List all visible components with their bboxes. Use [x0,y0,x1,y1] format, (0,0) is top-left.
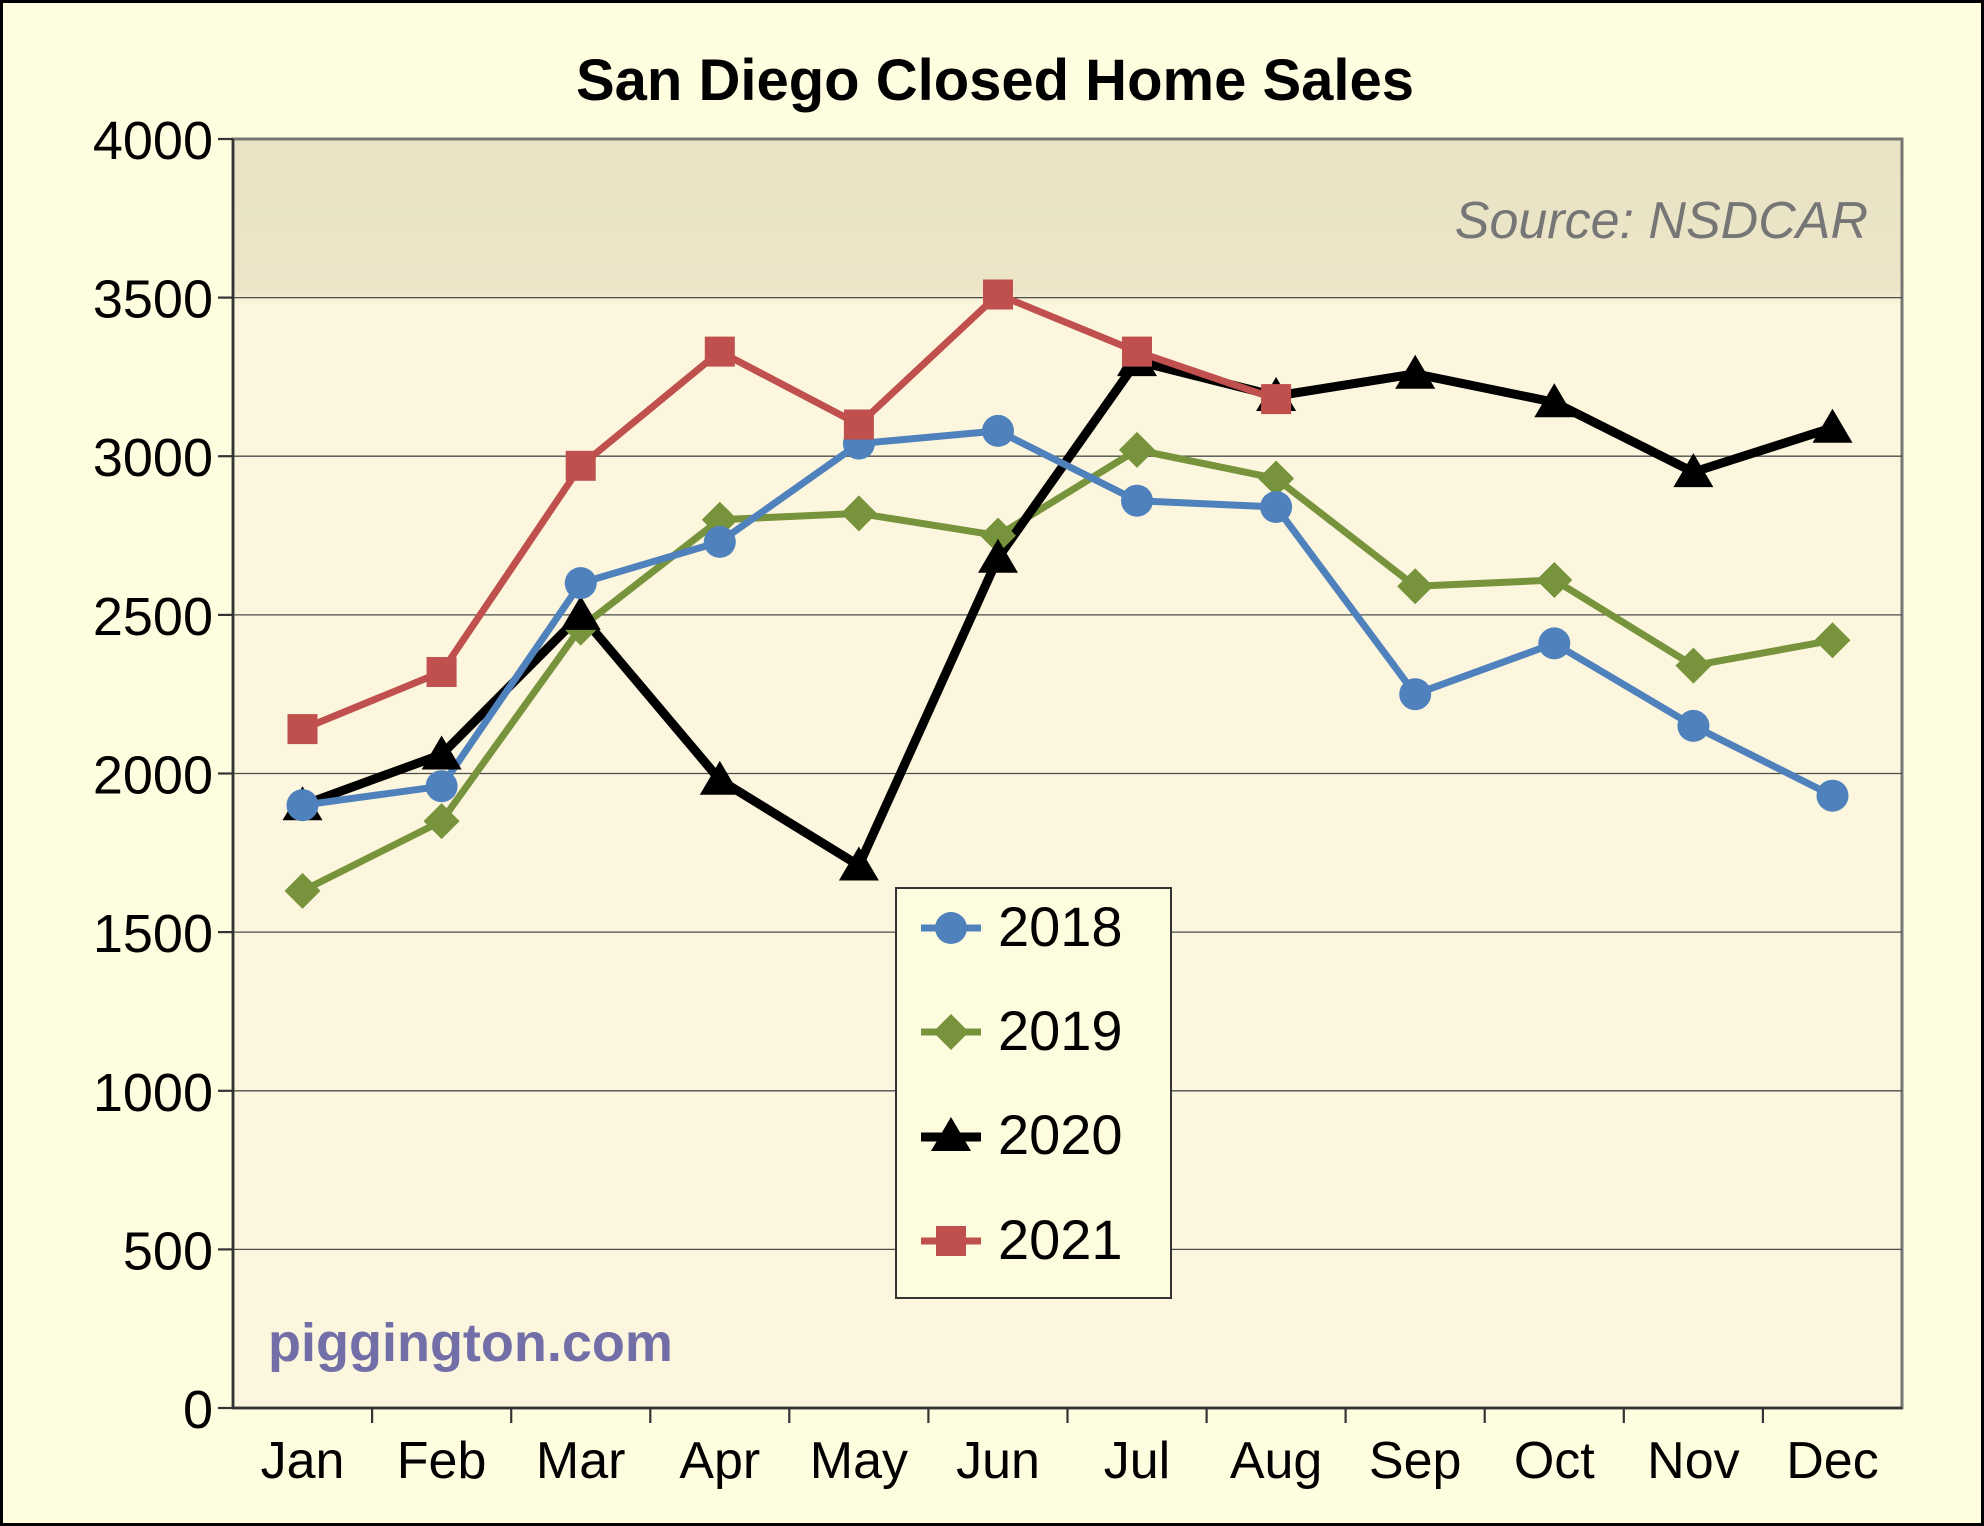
svg-text:4000: 4000 [93,111,213,171]
svg-text:Source: NSDCAR: Source: NSDCAR [1455,192,1868,250]
svg-text:Nov: Nov [1647,1432,1739,1490]
svg-text:0: 0 [183,1380,213,1440]
svg-text:Jun: Jun [956,1432,1040,1490]
svg-text:1000: 1000 [93,1063,213,1123]
svg-text:2500: 2500 [93,587,213,647]
svg-text:500: 500 [123,1221,213,1281]
svg-text:2000: 2000 [93,746,213,806]
svg-text:Mar: Mar [536,1432,626,1490]
svg-text:Aug: Aug [1230,1432,1323,1490]
svg-text:3500: 3500 [93,270,213,330]
svg-text:2020: 2020 [998,1103,1123,1166]
svg-text:3000: 3000 [93,428,213,488]
svg-text:Feb: Feb [397,1432,487,1490]
svg-text:Dec: Dec [1786,1432,1878,1490]
svg-text:2021: 2021 [998,1208,1123,1271]
svg-text:May: May [810,1432,908,1490]
svg-text:piggington.com: piggington.com [268,1313,673,1373]
svg-text:Apr: Apr [679,1432,760,1490]
svg-text:Oct: Oct [1514,1432,1595,1490]
svg-text:Jul: Jul [1104,1432,1170,1490]
svg-text:Jan: Jan [261,1432,345,1490]
svg-text:Sep: Sep [1369,1432,1462,1490]
svg-text:1500: 1500 [93,904,213,964]
svg-text:San Diego Closed Home Sales: San Diego Closed Home Sales [576,48,1414,113]
svg-text:2019: 2019 [998,999,1123,1062]
svg-text:2018: 2018 [998,895,1123,958]
